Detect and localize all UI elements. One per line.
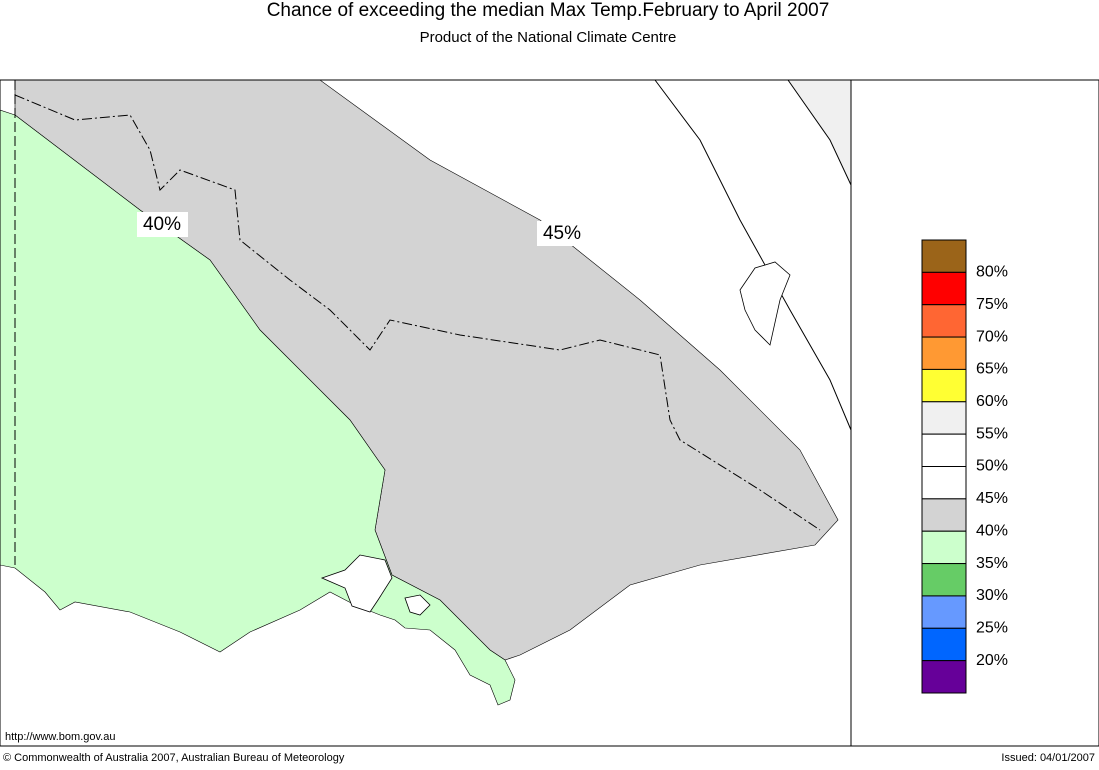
legend-label: 80%: [976, 264, 1008, 281]
bay: [320, 554, 393, 613]
legend-label: 75%: [976, 296, 1008, 313]
legend-swatch: [921, 433, 967, 467]
legend-label: 35%: [976, 555, 1008, 572]
contour: [787, 79, 852, 186]
legend-swatch: [921, 271, 967, 306]
state-border: [14, 94, 821, 531]
legend-swatch: [921, 660, 967, 694]
legend-label: 50%: [976, 458, 1008, 475]
label-background: [137, 212, 188, 237]
legend-label: 65%: [976, 361, 1008, 378]
legend-swatch: [921, 627, 967, 662]
legend-swatch: [921, 368, 967, 403]
legend-swatch: [921, 401, 967, 435]
contour-label: 40%: [143, 214, 181, 235]
legend-swatch: [921, 239, 967, 273]
issued: Issued: 04/01/2007: [1001, 752, 1095, 764]
legend-label: 55%: [976, 425, 1008, 442]
island: [739, 261, 791, 346]
legend-label: 40%: [976, 522, 1008, 539]
legend: 80% 75% 70% 65% 60% 55% 50% 45% 40% 35% 30% 25% 20%: [921, 239, 1008, 694]
legend-swatch: [921, 304, 967, 338]
contour-label: 45%: [543, 223, 581, 244]
legend-label: 45%: [976, 490, 1008, 507]
url: http://www.bom.gov.au: [5, 731, 115, 743]
legend-swatch: [921, 466, 967, 500]
legend-label: 70%: [976, 328, 1008, 345]
legend-label: 30%: [976, 587, 1008, 604]
legend-swatch: [921, 498, 967, 532]
legend-frame: [850, 79, 1099, 747]
legend-label: 20%: [976, 652, 1008, 669]
legend-swatch: [921, 563, 967, 597]
region-55: [788, 80, 851, 185]
region-35: [0, 109, 516, 706]
map: 40% 45% http://www.bom.gov.au: [0, 79, 852, 747]
label-background: [537, 221, 588, 246]
legend-label: 25%: [976, 620, 1008, 637]
legend-swatch: [921, 595, 967, 629]
subtitle: Product of the National Climate Centre: [420, 29, 677, 46]
island: [404, 594, 431, 616]
title: Chance of exceeding the median Max Temp.…: [267, 0, 830, 21]
legend-label: 60%: [976, 393, 1008, 410]
legend-swatch: [921, 336, 967, 370]
copyright: © Commonwealth of Australia 2007, Austra…: [3, 752, 345, 764]
legend-swatch: [921, 530, 967, 565]
